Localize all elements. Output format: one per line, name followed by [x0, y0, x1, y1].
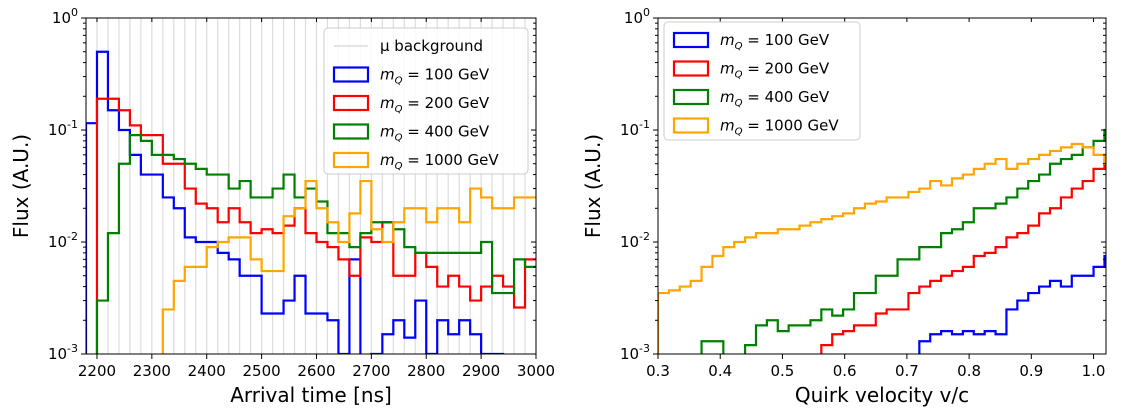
- x-tick-label: 2400: [188, 362, 226, 380]
- legend-box: [663, 21, 861, 141]
- y-tick-label: 10-2: [48, 230, 78, 251]
- series-m-q-400-gev: [95, 134, 536, 354]
- legend-label-m-q-1000-gev: mQ = 1000 GeV: [380, 151, 499, 172]
- x-tick-label: 1.0: [1082, 362, 1106, 380]
- x-axis-label: Arrival time [ns]: [230, 383, 392, 407]
- series-m-q-100-gev: [86, 50, 505, 354]
- x-tick-label: 2500: [243, 362, 281, 380]
- x-tick-label: 0.9: [1019, 362, 1043, 380]
- x-tick-label: 2700: [352, 362, 390, 380]
- y-tick-label: 10-1: [48, 118, 78, 139]
- y-tick-label: 10-3: [620, 342, 650, 363]
- x-tick-label: 2600: [297, 362, 335, 380]
- series-m-q-1000-gev: [658, 142, 1106, 354]
- legend-swatch-m-q-400-gev: [332, 123, 370, 140]
- legend-label-m-q-400-gev: mQ = 400 GeV: [380, 123, 490, 144]
- legend-label-m-q-200-gev: mQ = 200 GeV: [380, 94, 490, 115]
- legend-swatch-m-q-100-gev: [332, 66, 370, 83]
- y-tick-label: 100: [624, 6, 650, 27]
- x-tick-label: 0.8: [957, 362, 981, 380]
- y-tick-label: 10-3: [48, 342, 78, 363]
- legend-label-m-q-100-gev: mQ = 100 GeV: [380, 66, 490, 87]
- series-m-q-400-gev: [700, 128, 1106, 354]
- legend-swatch-m-q-200-gev: [672, 60, 710, 77]
- x-tick-label: 0.5: [771, 362, 795, 380]
- series-m-q-200-gev: [820, 157, 1106, 354]
- y-axis-label: Flux (A.U.): [581, 134, 605, 238]
- legend-box: [323, 27, 529, 175]
- legend: mQ = 100 GeV mQ = 200 GeV mQ = 400 GeV mQ =…: [663, 21, 861, 141]
- plot-area: [658, 128, 1106, 354]
- legend-swatch-m-q-400-gev: [672, 88, 710, 106]
- y-tick-label: 100: [52, 6, 78, 27]
- y-axis-label: Flux (A.U.): [9, 134, 33, 238]
- x-tick-label: 0.4: [708, 362, 732, 380]
- legend: μ background mQ = 100 GeV mQ = 200 GeV mQ =…: [323, 27, 529, 175]
- x-tick-label: 2300: [133, 362, 171, 380]
- series-m-q-1000-gev: [161, 179, 536, 354]
- legend-label-m-q-100-gev: mQ = 100 GeV: [720, 31, 830, 52]
- legend-label-m-q-200-gev: mQ = 200 GeV: [720, 60, 830, 81]
- legend-label-background: μ background: [380, 37, 483, 55]
- velocity-panel: 0.3 0.4 0.5 0.6 0.7 0.8 0.9 1.0 10-3 10-2 10-1 100 Q…: [581, 6, 1107, 407]
- y-tick-label: 10-2: [620, 230, 650, 251]
- x-tick-label: 0.3: [646, 362, 670, 380]
- legend-label-m-q-1000-gev: mQ = 1000 GeV: [720, 117, 839, 138]
- series-m-q-100-gev: [918, 254, 1106, 354]
- plot-area: [86, 18, 536, 354]
- x-tick-label: 0.7: [895, 362, 919, 380]
- y-tick-label: 10-1: [620, 118, 650, 139]
- x-tick-label: 2200: [78, 362, 116, 380]
- x-tick-label: 0.6: [833, 362, 857, 380]
- arrival-time-panel: 2200 2300 2400 2500 2600 2700 2800 2900 3000 10-3…: [9, 6, 555, 407]
- axes-frame: [657, 17, 1107, 355]
- legend-swatch-m-q-200-gev: [332, 94, 370, 112]
- x-tick-label: 2800: [407, 362, 445, 380]
- legend-swatch-m-q-1000-gev: [672, 117, 710, 134]
- axes-frame: [85, 17, 537, 355]
- x-tick-label: 3000: [517, 362, 555, 380]
- legend-swatch-m-q-1000-gev: [332, 151, 370, 169]
- legend-label-m-q-400-gev: mQ = 400 GeV: [720, 88, 830, 109]
- series-m-q-200-gev: [95, 97, 536, 354]
- x-axis-label: Quirk velocity v/c: [795, 383, 969, 407]
- x-tick-label: 2900: [462, 362, 500, 380]
- legend-swatch-m-q-100-gev: [672, 31, 710, 49]
